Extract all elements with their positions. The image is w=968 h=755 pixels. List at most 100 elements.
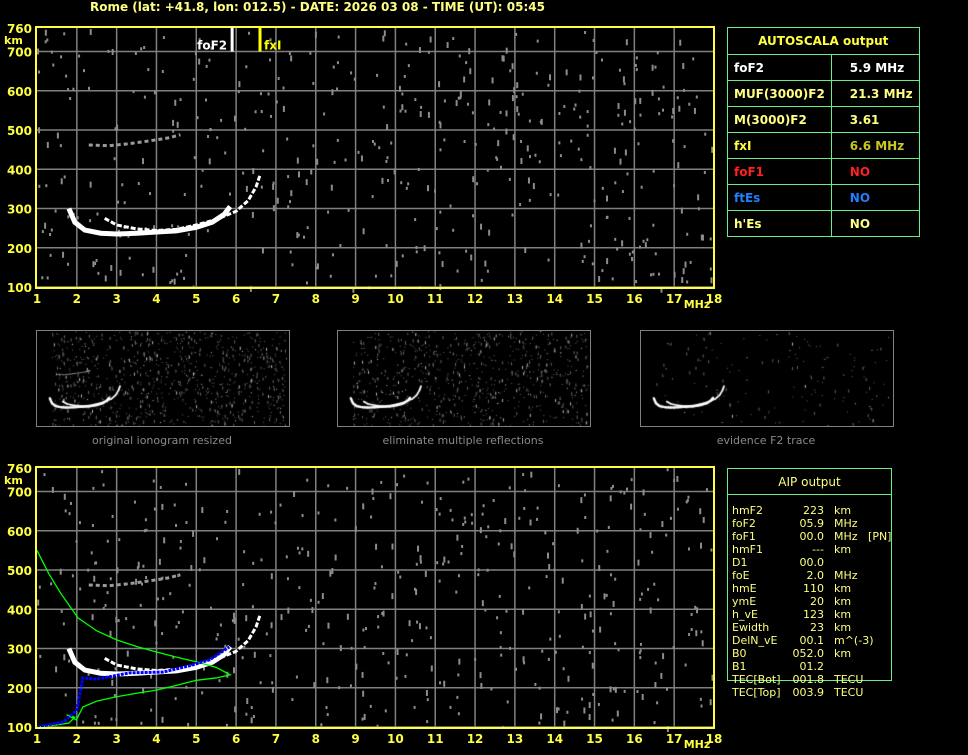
noise-dot (427, 111, 430, 118)
x-axis-label: MHz (684, 298, 711, 311)
page-title: Rome (lat: +41.8, lon: 012.5) - DATE: 20… (90, 0, 545, 14)
noise-dot (472, 214, 475, 218)
aip-value: 003.9 (792, 686, 825, 699)
noise-dot (370, 515, 373, 519)
noise-dot (116, 567, 119, 574)
noise-dot (573, 107, 576, 111)
noise-dot (176, 272, 179, 276)
noise-dot (577, 147, 580, 151)
noise-dot (259, 92, 262, 96)
noise-dot (396, 483, 399, 487)
noise-dot (192, 77, 195, 81)
aip-row: TEC[Bot] 001.8 TECU (732, 673, 879, 686)
x-tick-label: 18 (706, 292, 723, 306)
noise-dot (169, 280, 172, 284)
noise-dot (353, 77, 356, 81)
aip-param: foF2 (732, 517, 756, 530)
noise-dot (87, 672, 90, 676)
noise-dot (244, 127, 247, 131)
noise-dot (626, 172, 629, 176)
noise-dot (252, 561, 255, 565)
noise-dot (219, 623, 222, 627)
noise-dot (639, 597, 642, 601)
noise-dot (237, 90, 240, 94)
y-tick-label: 200 (7, 242, 32, 256)
noise-dot (275, 100, 278, 104)
noise-dot (656, 51, 659, 55)
noise-dot (630, 478, 633, 482)
noise-dot (272, 181, 275, 185)
noise-dot (480, 223, 483, 230)
noise-dot (44, 29, 47, 36)
noise-dot (515, 95, 518, 99)
noise-dot (548, 564, 551, 571)
noise-dot (700, 630, 703, 634)
noise-dot (589, 224, 592, 228)
thumbnail-original (36, 330, 290, 427)
noise-dot (609, 495, 612, 502)
noise-dot (238, 468, 241, 475)
noise-dot (566, 710, 569, 714)
noise-dot (430, 665, 433, 672)
noise-dot (547, 258, 550, 262)
noise-dot (97, 721, 100, 725)
noise-dot (689, 260, 692, 264)
aip-value: 052.0 (792, 647, 825, 660)
noise-dot (695, 95, 698, 99)
noise-dot (279, 503, 282, 507)
noise-dot (173, 278, 176, 285)
autoscala-value: NO (830, 158, 920, 185)
noise-dot (271, 686, 274, 693)
noise-dot (331, 568, 334, 575)
aip-value: 2.0 (806, 569, 825, 582)
noise-dot (534, 682, 537, 686)
x-tick-label: 5 (192, 292, 200, 306)
noise-dot (500, 165, 503, 169)
noise-dot (45, 184, 48, 188)
noise-dot (497, 140, 500, 147)
noise-dot (439, 681, 442, 685)
noise-dot (393, 168, 396, 175)
aip-title: AIP output (728, 469, 891, 495)
noise-dot (617, 113, 620, 117)
noise-dot (60, 609, 63, 613)
noise-dot (512, 134, 515, 141)
noise-dot (175, 625, 178, 629)
noise-dot (419, 560, 422, 564)
noise-dot (282, 105, 285, 112)
autoscala-value: 3.61 (830, 106, 920, 133)
noise-dot (380, 565, 383, 569)
aip-unit: km (834, 504, 852, 517)
noise-dot (201, 168, 204, 172)
noise-dot (378, 146, 381, 150)
noise-dot (528, 119, 531, 123)
noise-dot (535, 71, 538, 75)
noise-dot (205, 98, 208, 102)
aip-param: h_vE (732, 608, 758, 621)
noise-dot (592, 38, 595, 42)
noise-dot (350, 71, 353, 75)
noise-dot (515, 667, 518, 671)
noise-dot (332, 65, 335, 69)
noise-dot (470, 513, 473, 517)
noise-dot (586, 124, 589, 128)
noise-dot (270, 510, 273, 514)
noise-dot (142, 158, 145, 165)
noise-dot (591, 629, 594, 633)
noise-dot (639, 649, 642, 653)
noise-dot (558, 141, 561, 145)
noise-dot (588, 594, 591, 598)
noise-dot (44, 222, 47, 229)
noise-dot (628, 252, 631, 256)
noise-dot (185, 521, 188, 525)
noise-dot (578, 89, 581, 93)
noise-dot (260, 110, 263, 114)
noise-dot (386, 156, 389, 160)
noise-dot (584, 613, 587, 620)
noise-dot (180, 269, 183, 273)
noise-dot (547, 657, 550, 661)
noise-dot (539, 120, 542, 124)
noise-dot (114, 667, 117, 671)
noise-dot (365, 627, 368, 631)
marker-label: foF2 (197, 39, 227, 53)
